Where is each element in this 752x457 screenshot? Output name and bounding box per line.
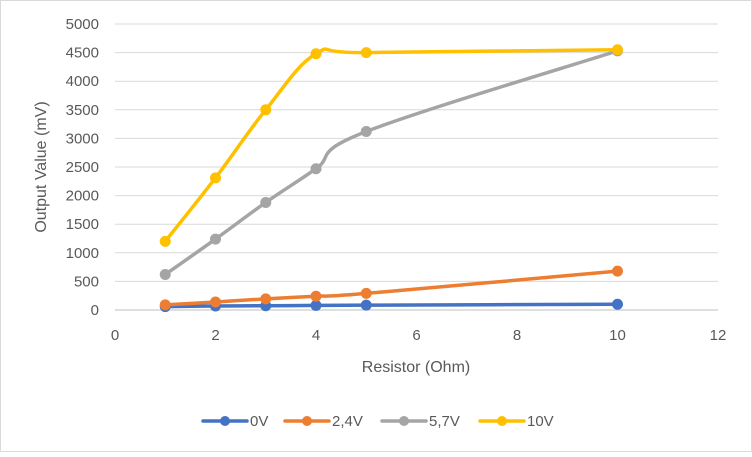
legend-marker (497, 416, 507, 426)
legend-marker (220, 416, 230, 426)
legend-entry: 10V (478, 413, 554, 430)
data-point (260, 196, 272, 208)
data-point (159, 235, 171, 247)
series-line (163, 302, 620, 309)
y-tick-label: 1500 (66, 216, 99, 233)
y-tick-label: 2000 (66, 188, 99, 205)
data-point (310, 48, 322, 60)
data-point (260, 104, 272, 116)
data-point (310, 163, 322, 175)
y-axis-title: Output Value (mV) (33, 101, 50, 232)
legend-entry: 0V (201, 413, 268, 430)
data-point (360, 47, 372, 59)
y-tick-label: 3500 (66, 102, 99, 119)
x-tick-label: 8 (513, 327, 521, 344)
y-tick-label: 0 (91, 302, 99, 319)
data-point (159, 269, 171, 281)
x-tick-label: 10 (609, 327, 626, 344)
legend-label: 0V (250, 413, 268, 430)
axes: 0 500 1000 1500 2000 2500 3000 3500 4000 4500 5000… (66, 16, 727, 344)
x-tick-label: 6 (412, 327, 420, 344)
series-4 (159, 44, 623, 247)
y-tick-label: 4000 (66, 73, 99, 90)
y-tick-label: 4500 (66, 45, 99, 62)
data-point (310, 299, 322, 311)
legend-marker (302, 416, 312, 426)
data-point (210, 296, 221, 308)
x-tick-label: 4 (312, 327, 320, 344)
legend-entry: 2,4V (283, 413, 363, 430)
data-point (360, 287, 372, 299)
data-point (210, 233, 221, 245)
series-layer (159, 44, 623, 313)
legend-marker (399, 416, 409, 426)
legend-label: 2,4V (332, 413, 363, 430)
legend: 0V 2,4V 5,7V 10V (201, 413, 554, 430)
x-tick-label: 12 (710, 327, 727, 344)
legend-entry: 5,7V (380, 413, 460, 430)
data-point (159, 299, 171, 311)
data-point (612, 44, 623, 56)
x-tick-label: 0 (111, 327, 119, 344)
legend-label: 5,7V (429, 413, 460, 430)
y-tick-label: 2500 (66, 159, 99, 176)
data-point (310, 290, 322, 302)
series-2 (159, 265, 623, 311)
y-tick-label: 5000 (66, 16, 99, 33)
y-tick-label: 500 (74, 273, 99, 290)
y-tick-label: 3000 (66, 130, 99, 147)
data-point (210, 172, 221, 184)
x-tick-label: 2 (211, 327, 219, 344)
data-point (360, 299, 372, 311)
data-point (612, 298, 623, 310)
data-point (360, 126, 372, 138)
data-point (260, 293, 272, 305)
x-axis-title: Resistor (Ohm) (362, 359, 470, 376)
y-tick-label: 1000 (66, 245, 99, 262)
data-point (612, 265, 623, 277)
legend-label: 10V (527, 413, 554, 430)
